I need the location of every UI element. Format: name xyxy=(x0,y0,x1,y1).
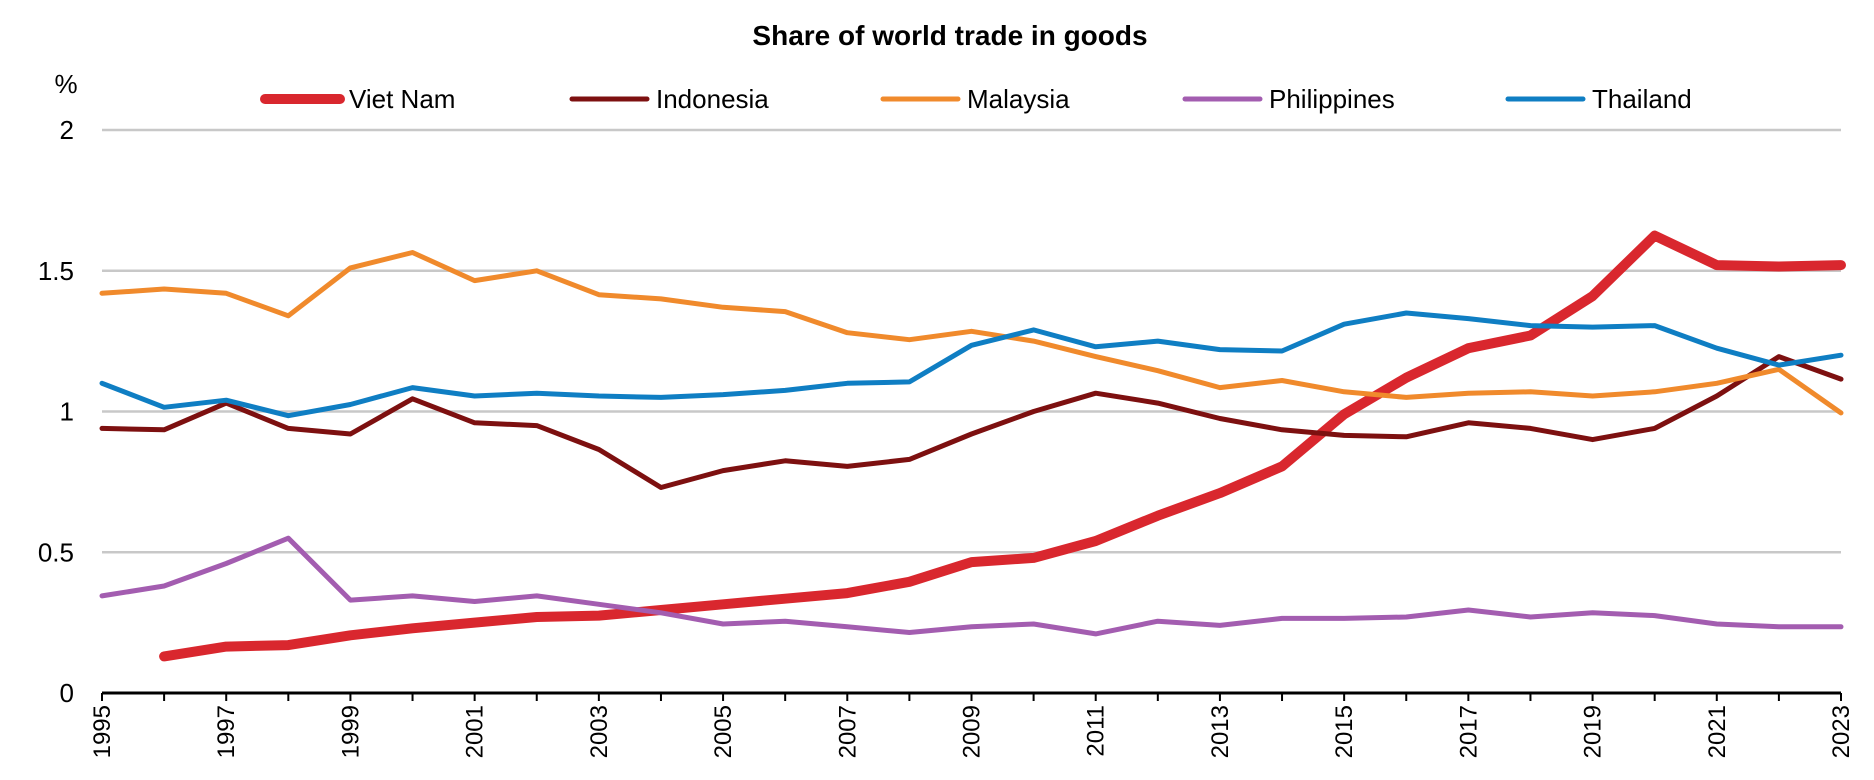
legend-item-indonesia: Indonesia xyxy=(569,84,769,114)
y-tick-label: 1 xyxy=(60,397,74,427)
y-tick-label: 1.5 xyxy=(38,256,74,286)
legend-item-thailand: Thailand xyxy=(1505,84,1692,114)
x-tick-label: 2011 xyxy=(1083,705,1110,757)
x-tick-label: 2005 xyxy=(710,705,737,758)
x-tick-label: 2009 xyxy=(959,705,986,758)
x-axis-ticks: 1995 1997 1999 2001 2003 2005 2007 2009 2011 2013… xyxy=(89,693,1855,758)
x-tick-label: 2001 xyxy=(462,705,489,758)
x-tick-label: 2013 xyxy=(1207,705,1234,758)
x-tick-label: 1995 xyxy=(89,705,116,758)
chart-title: Share of world trade in goods xyxy=(752,20,1147,51)
x-tick-label: 1999 xyxy=(337,705,364,758)
legend-item-viet-nam: Viet Nam xyxy=(260,84,455,114)
series-line-viet-nam xyxy=(159,230,1846,662)
legend-item-malaysia: Malaysia xyxy=(880,84,1070,114)
series-lines xyxy=(99,230,1846,662)
x-tick-label: 2017 xyxy=(1455,705,1482,758)
x-tick-label: 2007 xyxy=(834,705,861,758)
y-tick-label: 0 xyxy=(60,678,74,708)
x-tick-label: 1997 xyxy=(213,705,240,758)
legend-label: Malaysia xyxy=(967,84,1070,114)
gridlines xyxy=(102,128,1841,554)
x-tick-label: 2023 xyxy=(1828,705,1855,758)
series-line-malaysia xyxy=(99,250,1844,416)
legend-label: Philippines xyxy=(1269,84,1395,114)
legend-label: Thailand xyxy=(1592,84,1692,114)
y-tick-label: 0.5 xyxy=(38,537,74,567)
x-tick-label: 2021 xyxy=(1704,705,1731,758)
series-line-indonesia xyxy=(99,354,1844,490)
y-axis-unit-label: % xyxy=(54,69,77,99)
y-tick-label: 2 xyxy=(60,115,74,145)
y-axis-ticks: 0 0.5 1 1.5 2 xyxy=(38,115,74,708)
x-tick-label: 2019 xyxy=(1580,705,1607,758)
legend-label: Indonesia xyxy=(656,84,769,114)
legend-label: Viet Nam xyxy=(349,84,455,114)
legend-item-philippines: Philippines xyxy=(1182,84,1395,114)
series-line-philippines xyxy=(99,535,1844,637)
x-tick-label: 2003 xyxy=(586,705,613,758)
series-line-thailand xyxy=(99,310,1844,419)
x-tick-label: 2015 xyxy=(1331,705,1358,758)
legend: Viet Nam Indonesia Malaysia Philippines Thai… xyxy=(260,84,1692,114)
